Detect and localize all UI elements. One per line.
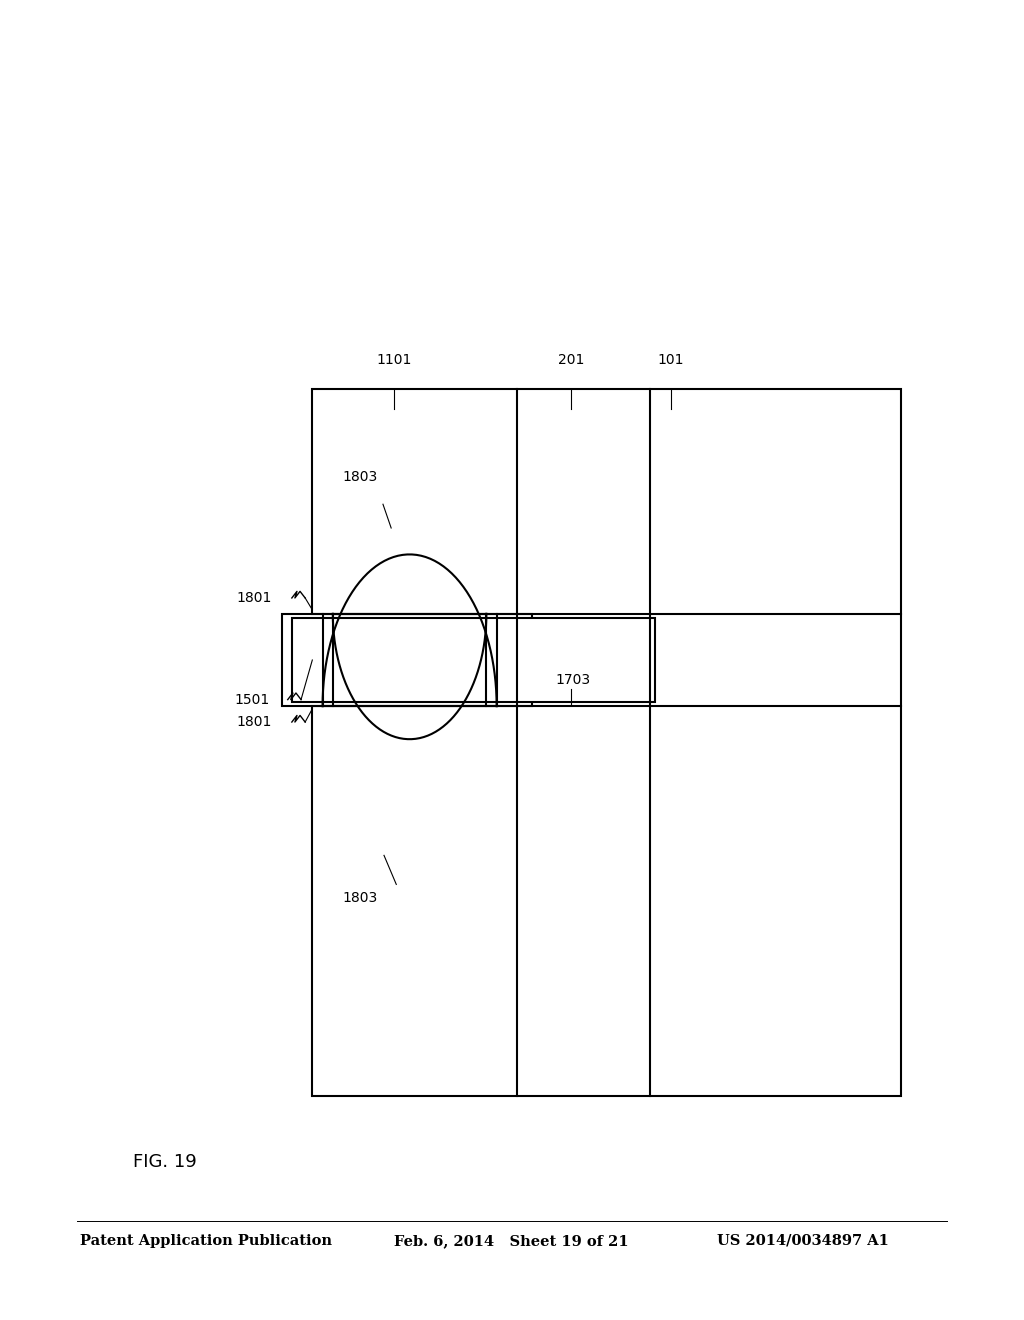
Text: Feb. 6, 2014   Sheet 19 of 21: Feb. 6, 2014 Sheet 19 of 21 — [394, 1234, 629, 1247]
Text: 201: 201 — [558, 352, 585, 367]
Text: 1703: 1703 — [556, 673, 591, 688]
Text: 1803: 1803 — [343, 891, 378, 906]
Text: 1501: 1501 — [234, 693, 269, 706]
Text: 101: 101 — [657, 352, 684, 367]
Text: 1801: 1801 — [236, 591, 271, 605]
Bar — [312, 389, 901, 1096]
Text: FIG. 19: FIG. 19 — [133, 1152, 197, 1171]
Bar — [292, 618, 655, 702]
Text: US 2014/0034897 A1: US 2014/0034897 A1 — [717, 1234, 889, 1247]
Text: 1801: 1801 — [236, 715, 271, 729]
Text: Patent Application Publication: Patent Application Publication — [80, 1234, 332, 1247]
Text: 1803: 1803 — [343, 470, 378, 484]
Text: 1101: 1101 — [377, 352, 412, 367]
Bar — [282, 614, 532, 706]
